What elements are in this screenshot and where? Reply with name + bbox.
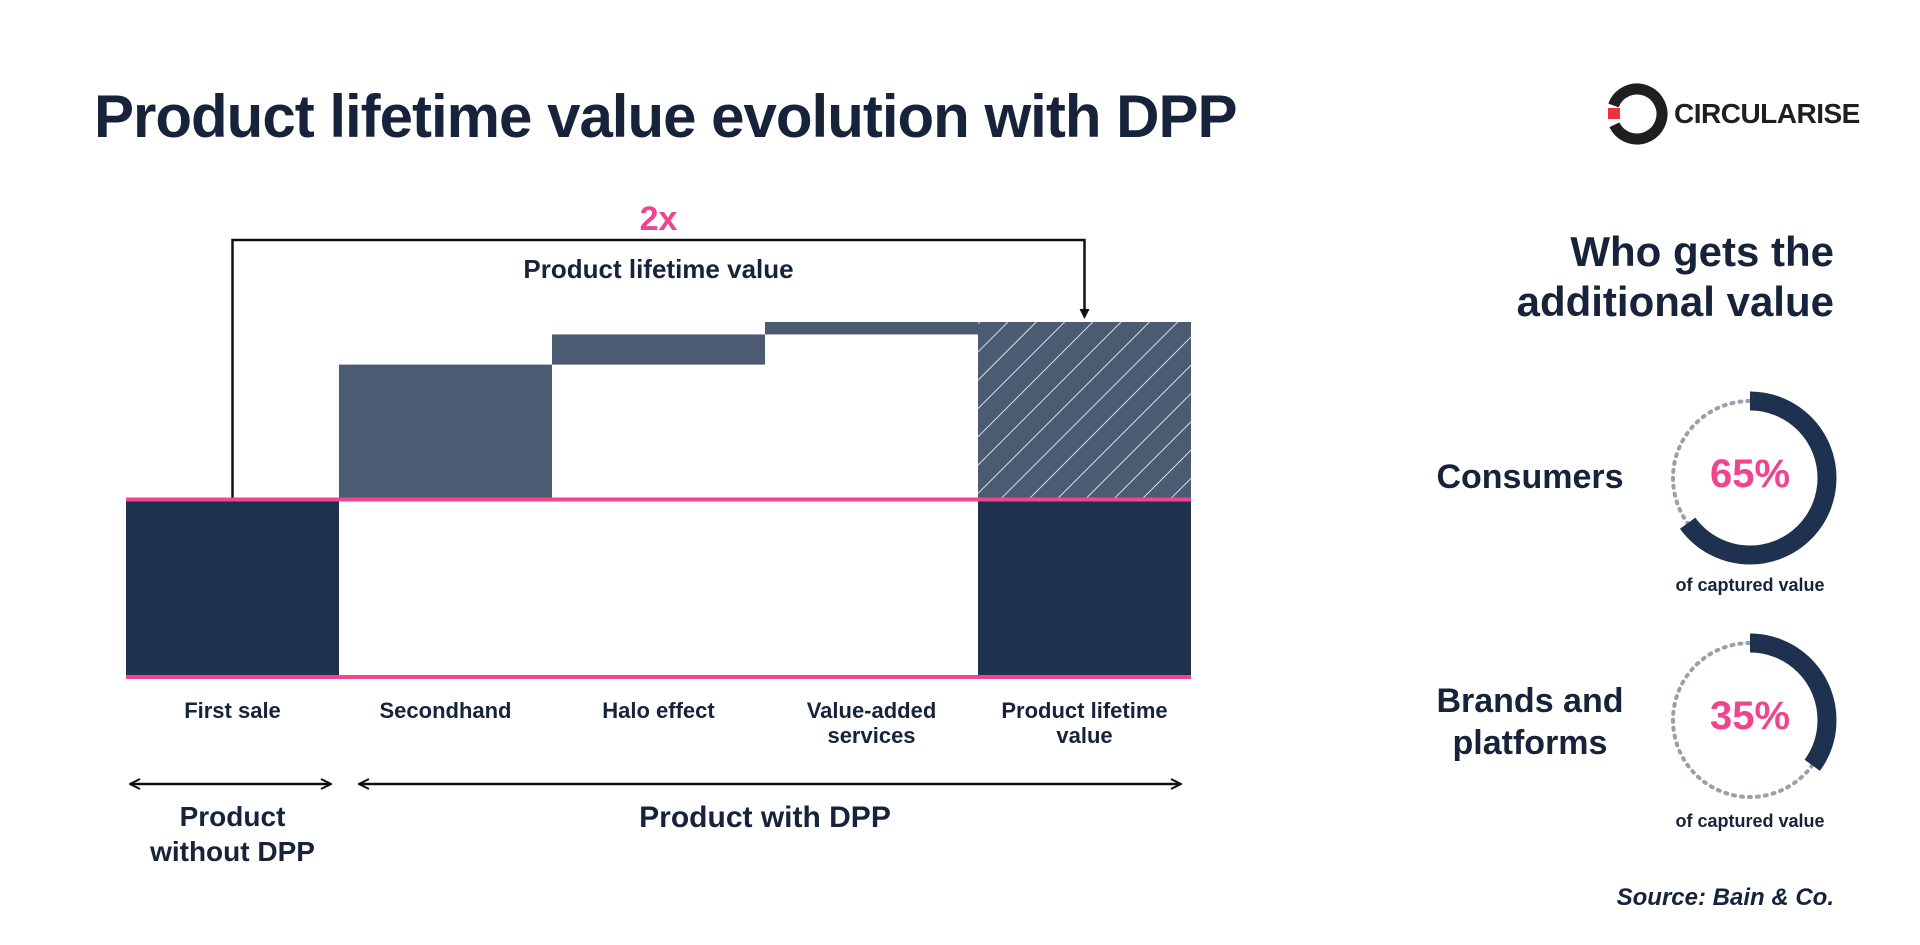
labels-layer: 2x Product lifetime value First sale Second… <box>149 200 1168 867</box>
donut-value-arc <box>1663 391 1837 565</box>
segment-label-line: Brands and <box>1436 682 1624 720</box>
side-heading-line-1: Who gets the <box>1570 228 1834 275</box>
category-tick-label: services <box>827 723 915 748</box>
side-heading: Who gets the additional value <box>1517 227 1834 327</box>
lines-layer <box>126 238 1191 784</box>
segment-label-line: platforms <box>1452 724 1608 762</box>
category-tick-label: Value-added <box>807 698 937 723</box>
bar-secondhand <box>339 364 552 500</box>
consumers-donut <box>1663 391 1837 565</box>
bar-total-hatch <box>978 322 1191 500</box>
group-label-with-dpp: Product with DPP <box>639 801 891 834</box>
group-label-without-dpp: without DPP <box>149 836 315 867</box>
bars-layer <box>126 322 1191 677</box>
circle-logo-icon <box>1606 83 1668 145</box>
bar-total-base <box>978 499 1191 677</box>
segment-label-line: Consumers <box>1436 458 1624 496</box>
page-title: Product lifetime value evolution with DP… <box>94 83 1238 150</box>
consumers-percent: 65% <box>1709 452 1791 496</box>
bar-value-added-services <box>765 322 978 335</box>
category-tick-label: value <box>1056 723 1112 748</box>
brands-sub-label: of captured value <box>1675 811 1825 831</box>
category-tick-label: Halo effect <box>602 698 715 723</box>
bar-first-sale <box>126 499 339 677</box>
category-tick-label: First sale <box>184 698 281 723</box>
category-tick-label: Secondhand <box>379 698 511 723</box>
logo-text: CIRCULARISE <box>1674 98 1860 129</box>
group-label-without-dpp: Product <box>180 801 286 832</box>
consumers-sub-label: of captured value <box>1675 575 1825 595</box>
brands-donut <box>1663 633 1837 807</box>
segment-label-consumers: Consumers <box>1410 456 1650 498</box>
donut-value-arc <box>1663 633 1837 807</box>
circularise-logo: CIRCULARISE <box>1604 82 1860 146</box>
source-note: Source: Bain & Co. <box>1616 884 1834 911</box>
brands-percent: 35% <box>1709 694 1791 738</box>
segment-label-brands: Brands and platforms <box>1410 680 1650 764</box>
side-heading-line-2: additional value <box>1516 278 1834 325</box>
waterfall-chart: 2x Product lifetime value First sale Second… <box>126 200 1191 867</box>
bar-halo-effect <box>552 334 765 365</box>
multiplier-bracket <box>231 238 1090 498</box>
multiplier-label: 2x <box>640 200 678 238</box>
bracket-label: Product lifetime value <box>523 254 793 284</box>
category-tick-label: Product lifetime <box>1001 698 1167 723</box>
